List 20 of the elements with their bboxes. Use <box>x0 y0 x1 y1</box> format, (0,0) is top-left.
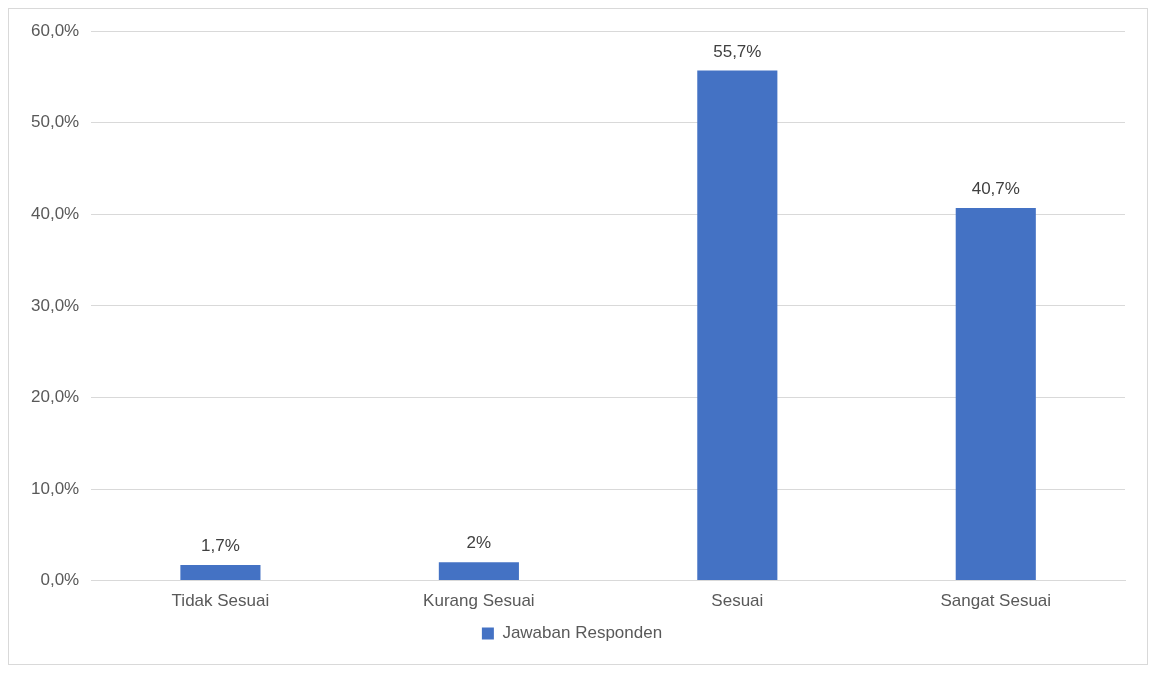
data-label: 40,7% <box>971 179 1020 199</box>
y-tick-label: 20,0% <box>31 387 80 407</box>
x-tick-label: Tidak Sesuai <box>171 591 270 611</box>
data-label: 1,7% <box>201 536 240 556</box>
y-tick-label: 10,0% <box>31 478 80 498</box>
y-tick-label: 60,0% <box>31 20 80 40</box>
data-label: 2% <box>466 533 492 553</box>
y-tick-label: 30,0% <box>31 295 80 315</box>
y-tick-label: 0,0% <box>40 570 80 590</box>
bar <box>438 562 519 581</box>
bar <box>955 207 1036 581</box>
y-tick-label: 40,0% <box>31 204 80 224</box>
bar <box>180 565 261 581</box>
data-label: 55,7% <box>713 41 762 61</box>
y-tick-label: 50,0% <box>31 112 80 132</box>
legend-label: Jawaban Responden <box>502 623 663 643</box>
x-tick-label: Sesuai <box>711 591 764 611</box>
bar <box>697 70 778 581</box>
x-tick-label: Kurang Sesuai <box>423 591 535 611</box>
x-tick-label: Sangat Sesuai <box>940 591 1052 611</box>
